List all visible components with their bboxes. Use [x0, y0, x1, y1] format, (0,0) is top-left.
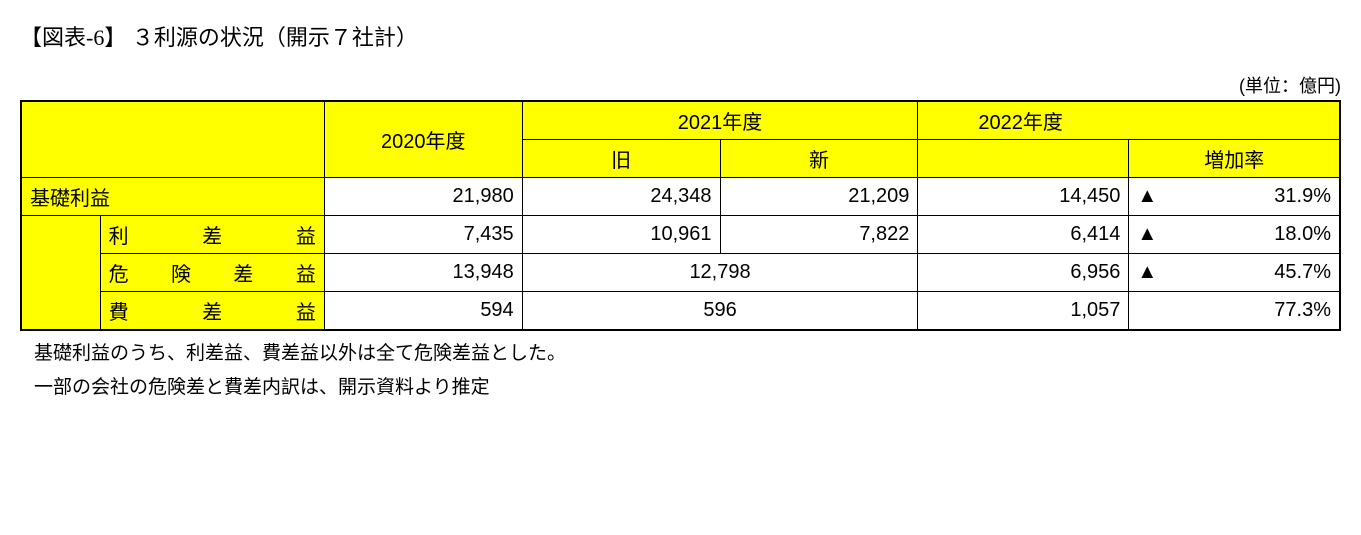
cell-rate: ▲ 31.9% — [1129, 178, 1340, 216]
profit-sources-table: 2020年度 2021年度 2022年度 旧 新 増加率 基礎利益 21,980… — [20, 100, 1341, 331]
cell-value: 24,348 — [522, 178, 720, 216]
cell-rate: ▲ 45.7% — [1129, 254, 1340, 292]
header-new: 新 — [720, 140, 918, 178]
header-2022: 2022年度 — [918, 101, 1340, 140]
header-2021: 2021年度 — [522, 101, 918, 140]
row-indent — [21, 216, 100, 254]
header-blank — [21, 101, 324, 178]
cell-value: 1,057 — [918, 292, 1129, 331]
cell-value: 6,414 — [918, 216, 1129, 254]
cell-value: 13,948 — [324, 254, 522, 292]
header-old: 旧 — [522, 140, 720, 178]
row-label-kiso: 基礎利益 — [21, 178, 324, 216]
rate-value: 18.0% — [1274, 223, 1331, 246]
rate-value: 45.7% — [1274, 261, 1331, 284]
row-label-hisaeki: 費 差 益 — [100, 292, 324, 331]
cell-value: 21,209 — [720, 178, 918, 216]
header-rate: 増加率 — [1129, 140, 1340, 178]
cell-value: 6,956 — [918, 254, 1129, 292]
cell-rate: 77.3% — [1129, 292, 1340, 331]
cell-value: 21,980 — [324, 178, 522, 216]
footnotes: 基礎利益のうち、利差益、費差益以外は全て危険差益とした。 一部の会社の危険差と費… — [20, 337, 1341, 405]
unit-label: (単位：億円) — [20, 72, 1341, 98]
rate-value: 31.9% — [1274, 185, 1331, 208]
table-row: 費 差 益 594 596 1,057 77.3% — [21, 292, 1340, 331]
rate-value: 77.3% — [1274, 299, 1331, 322]
cell-value: 7,435 — [324, 216, 522, 254]
row-indent — [21, 254, 100, 292]
row-label-risaeki: 利 差 益 — [100, 216, 324, 254]
cell-value: 7,822 — [720, 216, 918, 254]
rate-symbol: ▲ — [1137, 185, 1157, 208]
footnote-line: 基礎利益のうち、利差益、費差益以外は全て危険差益とした。 — [34, 337, 1341, 371]
table-row: 利 差 益 7,435 10,961 7,822 6,414 ▲ 18.0% — [21, 216, 1340, 254]
row-indent — [21, 292, 100, 331]
row-label-kiken: 危 険 差 益 — [100, 254, 324, 292]
cell-value: 12,798 — [522, 254, 918, 292]
figure-title: 【図表-6】 ３利源の状況（開示７社計） — [20, 20, 1341, 52]
header-2022-blank — [918, 140, 1129, 178]
table-row: 危 険 差 益 13,948 12,798 6,956 ▲ 45.7% — [21, 254, 1340, 292]
table-row: 基礎利益 21,980 24,348 21,209 14,450 ▲ 31.9% — [21, 178, 1340, 216]
header-2020: 2020年度 — [324, 101, 522, 178]
cell-value: 10,961 — [522, 216, 720, 254]
footnote-line: 一部の会社の危険差と費差内訳は、開示資料より推定 — [34, 371, 1341, 405]
cell-value: 596 — [522, 292, 918, 331]
cell-rate: ▲ 18.0% — [1129, 216, 1340, 254]
cell-value: 14,450 — [918, 178, 1129, 216]
cell-value: 594 — [324, 292, 522, 331]
rate-symbol: ▲ — [1137, 261, 1157, 284]
rate-symbol: ▲ — [1137, 223, 1157, 246]
